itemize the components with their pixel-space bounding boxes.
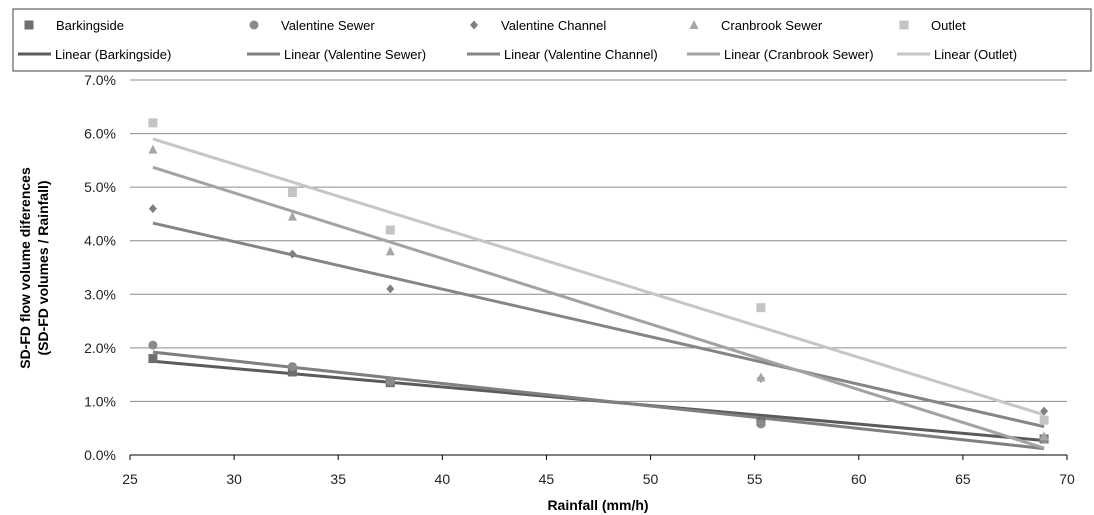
point-cranbrook-sewer: [1039, 431, 1049, 441]
point-valentine-channel: [148, 204, 157, 214]
y-tick-label: 2.0%: [84, 340, 116, 356]
legend-marker-valentine-sewer: [249, 20, 259, 30]
point-outlet: [287, 188, 297, 197]
y-tick-label: 0.0%: [84, 447, 116, 463]
trendline-valentine-sewer: [152, 350, 1045, 451]
legend: Barkingside Linear (Barkingside) Valentine…: [12, 8, 1092, 72]
point-barkingside: [287, 367, 297, 377]
y-axis-title-line-1: SD-FD flow volume diferences: [17, 167, 33, 369]
point-valentine-sewer: [756, 419, 766, 429]
x-tick-label: 45: [539, 471, 555, 487]
point-valentine-channel: [386, 284, 395, 294]
trendline-cranbrook-sewer: [152, 165, 1045, 450]
y-tick-label: 3.0%: [84, 286, 116, 302]
legend-trend-label-valentine-channel: Linear (Valentine Channel): [504, 47, 658, 62]
legend-frame: [12, 8, 1092, 72]
x-tick-label: 30: [226, 471, 242, 487]
y-tick-label: 6.0%: [84, 126, 116, 142]
legend-label-cranbrook-sewer: Cranbrook Sewer: [721, 18, 823, 33]
x-axis-title: Rainfall (mm/h): [547, 497, 648, 513]
legend-label-valentine-channel: Valentine Channel: [501, 18, 606, 33]
trendline-outlet: [152, 137, 1045, 417]
point-valentine-sewer: [287, 362, 297, 372]
point-outlet: [148, 118, 158, 128]
legend-trend-label-cranbrook-sewer: Linear (Cranbrook Sewer): [724, 47, 874, 62]
y-tick-label: 4.0%: [84, 233, 116, 249]
point-valentine-sewer: [148, 340, 158, 350]
legend-trend-label-barkingside: Linear (Barkingside): [55, 47, 171, 62]
y-tick-label: 7.0%: [84, 72, 116, 88]
x-tick-label: 50: [643, 471, 659, 487]
legend-label-outlet: Outlet: [931, 18, 966, 33]
point-outlet: [756, 303, 766, 313]
point-outlet: [1039, 415, 1049, 425]
legend-trend-label-valentine-sewer: Linear (Valentine Sewer): [284, 47, 426, 62]
legend-label-barkingside: Barkingside: [56, 18, 124, 33]
point-cranbrook-sewer: [148, 144, 158, 154]
plot-area: 25 30 35 40 45 50 55 60 65 70 0.0% 1.0% 2.0% 3.0% 4.0…: [84, 72, 1075, 487]
x-tick-label: 25: [122, 471, 138, 487]
legend-marker-barkingside: [24, 20, 34, 30]
legend-label-valentine-sewer: Valentine Sewer: [281, 18, 375, 33]
point-cranbrook-sewer: [385, 246, 395, 256]
legend-marker-valentine-channel: [470, 20, 478, 30]
point-valentine-channel: [1040, 406, 1049, 416]
point-outlet: [385, 225, 395, 235]
point-barkingside: [148, 354, 158, 364]
legend-trend-label-outlet: Linear (Outlet): [934, 47, 1017, 62]
x-tick-label: 70: [1059, 471, 1075, 487]
point-cranbrook-sewer: [756, 372, 766, 382]
legend-marker-outlet: [899, 20, 909, 30]
point-cranbrook-sewer: [287, 211, 297, 221]
trendline-valentine-channel: [152, 221, 1045, 429]
y-axis-title: SD-FD flow volume diferences (SD-FD volu…: [17, 167, 51, 369]
point-valentine-sewer: [385, 377, 395, 387]
y-tick-label: 1.0%: [84, 393, 116, 409]
x-tick-label: 60: [851, 471, 867, 487]
y-axis-title-line-2: (SD-FD volumes / Rainfall): [35, 180, 51, 355]
x-tick-label: 55: [747, 471, 763, 487]
x-tick-label: 40: [435, 471, 451, 487]
point-valentine-channel: [288, 249, 297, 259]
legend-marker-cranbrook-sewer: [689, 20, 699, 29]
x-tick-label: 65: [955, 471, 971, 487]
x-tick-label: 35: [330, 471, 346, 487]
y-tick-label: 5.0%: [84, 179, 116, 195]
